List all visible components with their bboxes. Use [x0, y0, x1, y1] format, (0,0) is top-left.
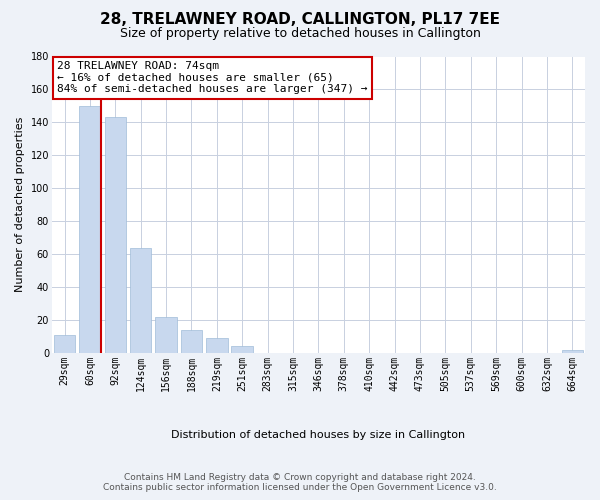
Bar [155, 317, 177, 353]
Bar [181, 330, 202, 353]
Bar [79, 106, 101, 353]
Text: Contains HM Land Registry data © Crown copyright and database right 2024.
Contai: Contains HM Land Registry data © Crown c… [103, 473, 497, 492]
Bar [206, 338, 227, 353]
Bar [104, 118, 126, 353]
Bar [562, 350, 583, 353]
Bar [54, 335, 76, 353]
Bar [130, 248, 151, 353]
Text: Size of property relative to detached houses in Callington: Size of property relative to detached ho… [119, 28, 481, 40]
Text: 28, TRELAWNEY ROAD, CALLINGTON, PL17 7EE: 28, TRELAWNEY ROAD, CALLINGTON, PL17 7EE [100, 12, 500, 28]
Y-axis label: Number of detached properties: Number of detached properties [15, 117, 25, 292]
X-axis label: Distribution of detached houses by size in Callington: Distribution of detached houses by size … [172, 430, 466, 440]
Bar [232, 346, 253, 353]
Text: 28 TRELAWNEY ROAD: 74sqm
← 16% of detached houses are smaller (65)
84% of semi-d: 28 TRELAWNEY ROAD: 74sqm ← 16% of detach… [57, 61, 368, 94]
